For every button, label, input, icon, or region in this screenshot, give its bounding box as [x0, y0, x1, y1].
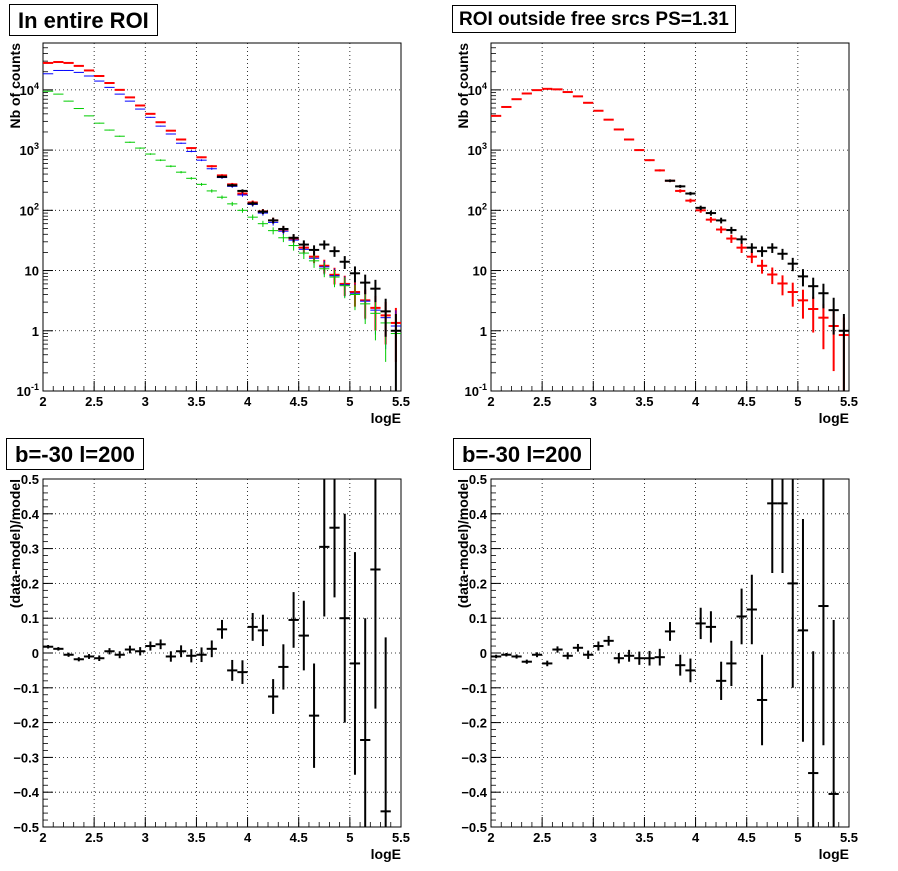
x-tick-label: 5.5	[392, 394, 410, 409]
x-axis-label: logE	[819, 846, 849, 862]
y-tick-label: −0.2	[461, 716, 487, 731]
y-tick-label: 10	[25, 264, 39, 279]
data-series-0	[491, 87, 849, 391]
data-series-0	[43, 479, 391, 827]
chart-title-outside-free-srcs: ROI outside free srcs PS=1.31	[452, 5, 736, 33]
y-axis-label: Nb of counts	[7, 43, 23, 129]
y-tick-label: 0.1	[469, 611, 487, 626]
x-tick-label: 2	[487, 394, 494, 409]
x-tick-label: 4.5	[738, 394, 756, 409]
x-tick-label: 5.5	[840, 830, 858, 845]
x-tick-label: 4	[692, 394, 700, 409]
chart-panel-2: 2 2.5 3 3.5 4 4.5 5 5.5 −0.5 −0.4 −0.3 −0.2 −0.1 0 0.1…	[7, 472, 410, 862]
y-tick-label: 0	[480, 646, 487, 661]
chart-title-entire-roi: In entire ROI	[9, 4, 158, 36]
y-tick-label: 10-1	[465, 382, 487, 399]
y-tick-label: −0.3	[461, 750, 487, 765]
x-axis-label: logE	[819, 410, 849, 426]
x-tick-label: 5	[346, 394, 353, 409]
y-tick-label: 103	[20, 141, 39, 158]
y-axis-label: (data-model)/model	[455, 479, 471, 608]
chart-panel-3: 2 2.5 3 3.5 4 4.5 5 5.5 −0.5 −0.4 −0.3 −0.2 −0.1 0 0.1…	[455, 472, 858, 862]
x-tick-label: 4.5	[290, 830, 308, 845]
x-tick-label: 4	[244, 830, 252, 845]
x-axis-label: logE	[371, 846, 401, 862]
x-tick-label: 2.5	[533, 394, 551, 409]
y-tick-label: 103	[468, 141, 487, 158]
y-axis-label: Nb of counts	[455, 43, 471, 129]
x-tick-label: 4	[244, 394, 252, 409]
chart-title-residual-right: b=-30 l=200	[453, 438, 591, 470]
x-tick-label: 4.5	[290, 394, 308, 409]
x-tick-label: 2	[39, 394, 46, 409]
grid-lines	[491, 479, 849, 827]
x-tick-label: 2	[487, 830, 494, 845]
y-tick-label: −0.1	[13, 681, 39, 696]
grid-lines	[491, 43, 849, 391]
x-tick-label: 3	[142, 830, 149, 845]
y-tick-label: 0.1	[21, 611, 39, 626]
x-tick-label: 2	[39, 830, 46, 845]
x-tick-label: 4.5	[738, 830, 756, 845]
data-series-0	[491, 479, 839, 827]
data-series-3	[216, 175, 401, 391]
y-tick-label: 0.5	[21, 472, 39, 487]
x-tick-label: 3.5	[187, 830, 205, 845]
y-tick-label: 1	[32, 324, 39, 339]
x-axis-label: logE	[371, 410, 401, 426]
x-tick-label: 5	[794, 830, 801, 845]
y-tick-label: 104	[468, 81, 487, 98]
x-tick-label: 5.5	[392, 830, 410, 845]
chart-panel-1: 2 2.5 3 3.5 4 4.5 5 5.5 10-1 1 10 102 103 104 logE Nb o…	[455, 42, 858, 426]
x-tick-label: 3.5	[635, 830, 653, 845]
y-tick-label: −0.5	[461, 820, 487, 835]
data-series-1	[664, 179, 849, 391]
x-tick-label: 3.5	[635, 394, 653, 409]
x-tick-label: 3	[590, 394, 597, 409]
y-tick-label: 10-1	[17, 382, 39, 399]
x-tick-label: 5	[794, 394, 801, 409]
plot-frame	[42, 42, 402, 392]
y-tick-label: −0.3	[13, 750, 39, 765]
y-tick-label: 10	[473, 264, 487, 279]
y-tick-label: 104	[20, 81, 39, 98]
y-tick-label: −0.2	[13, 716, 39, 731]
y-tick-label: 1	[480, 324, 487, 339]
plot-frame	[490, 42, 850, 392]
y-tick-label: 0.4	[21, 507, 40, 522]
x-tick-label: 3	[142, 394, 149, 409]
y-tick-label: 0.5	[469, 472, 487, 487]
y-tick-label: 0.3	[21, 542, 39, 557]
y-tick-label: −0.1	[461, 681, 487, 696]
data-series-2	[43, 90, 401, 391]
y-tick-label: 0.2	[21, 576, 39, 591]
chart-title-residual-left: b=-30 l=200	[6, 438, 144, 470]
y-tick-label: −0.4	[461, 785, 487, 800]
data-series-1	[43, 69, 401, 372]
y-tick-label: 0	[32, 646, 39, 661]
x-tick-label: 3	[590, 830, 597, 845]
y-tick-label: −0.5	[13, 820, 39, 835]
x-tick-label: 2.5	[85, 830, 103, 845]
y-tick-label: 102	[468, 201, 487, 218]
x-tick-label: 2.5	[533, 830, 551, 845]
data-series-0	[43, 61, 401, 362]
x-tick-label: 2.5	[85, 394, 103, 409]
chart-panel-0: 2 2.5 3 3.5 4 4.5 5 5.5 10-1 1 10 102 103 104 logE Nb o…	[7, 42, 410, 426]
x-tick-label: 5.5	[840, 394, 858, 409]
x-tick-label: 5	[346, 830, 353, 845]
x-tick-label: 4	[692, 830, 700, 845]
y-tick-label: 0.2	[469, 576, 487, 591]
x-tick-label: 3.5	[187, 394, 205, 409]
y-tick-label: 0.4	[469, 507, 488, 522]
y-tick-label: 0.3	[469, 542, 487, 557]
y-tick-label: 102	[20, 201, 39, 218]
grid-lines	[43, 43, 401, 391]
y-axis-label: (data-model)/model	[7, 479, 23, 608]
y-tick-label: −0.4	[13, 785, 39, 800]
grid-lines	[43, 479, 401, 827]
